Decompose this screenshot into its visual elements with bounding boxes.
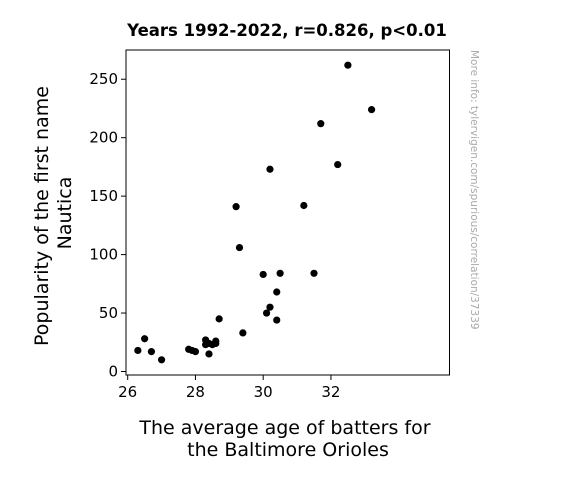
data-point-1 — [141, 335, 149, 343]
data-point-6 — [191, 348, 200, 356]
x-tick-label-1: 28 — [186, 383, 205, 401]
data-point-25 — [300, 201, 308, 210]
data-point-13 — [212, 339, 220, 348]
data-point-27 — [317, 120, 325, 128]
y-axis-label-line-2: Nautica — [54, 177, 76, 250]
y-tick-label-4: 200 — [89, 129, 118, 147]
y-tick-label-1: 50 — [99, 304, 118, 322]
data-point-14 — [215, 315, 223, 323]
data-point-10 — [205, 350, 213, 358]
data-point-28 — [334, 160, 342, 169]
data-point-20 — [266, 303, 274, 311]
data-point-18 — [259, 270, 267, 279]
data-point-19 — [262, 309, 271, 317]
x-axis-ticks: 26 28 30 32 — [118, 375, 340, 401]
x-axis-label-line-2: the Baltimore Orioles — [187, 439, 389, 461]
y-axis-label: Popularity of the first name Nautica — [31, 80, 76, 346]
data-point-22 — [273, 288, 281, 296]
y-tick-label-3: 150 — [89, 187, 118, 205]
y-axis-ticks: 0 50 100 150 200 250 — [89, 70, 126, 380]
x-tick-label-0: 26 — [118, 383, 137, 401]
plot-area-frame — [125, 49, 450, 376]
data-point-3 — [157, 356, 166, 364]
x-axis-label: The average age of batters for the Balti… — [138, 417, 436, 461]
y-tick-label-0: 0 — [108, 362, 118, 380]
data-point-29 — [344, 61, 352, 69]
data-point-23 — [273, 316, 281, 324]
source-watermark: More info: tylervigen.com/spurious/corre… — [468, 50, 480, 330]
data-point-2 — [147, 348, 156, 356]
data-point-24 — [276, 269, 284, 277]
data-point-30 — [367, 106, 376, 114]
x-axis-label-line-1: The average age of batters for — [138, 417, 430, 439]
data-point-26 — [310, 269, 318, 277]
x-tick-label-2: 30 — [254, 383, 273, 401]
data-point-15 — [232, 203, 240, 211]
data-point-0 — [134, 346, 142, 355]
data-points — [134, 61, 376, 364]
chart-title: Years 1992-2022, r=0.826, p<0.01 — [126, 21, 447, 40]
y-axis-label-line-1: Popularity of the first name — [31, 86, 53, 346]
data-point-17 — [239, 329, 247, 337]
data-point-21 — [266, 165, 274, 173]
y-tick-label-2: 100 — [89, 246, 118, 264]
x-tick-label-3: 32 — [321, 383, 340, 401]
y-tick-label-5: 250 — [89, 70, 118, 88]
data-point-16 — [235, 243, 244, 252]
